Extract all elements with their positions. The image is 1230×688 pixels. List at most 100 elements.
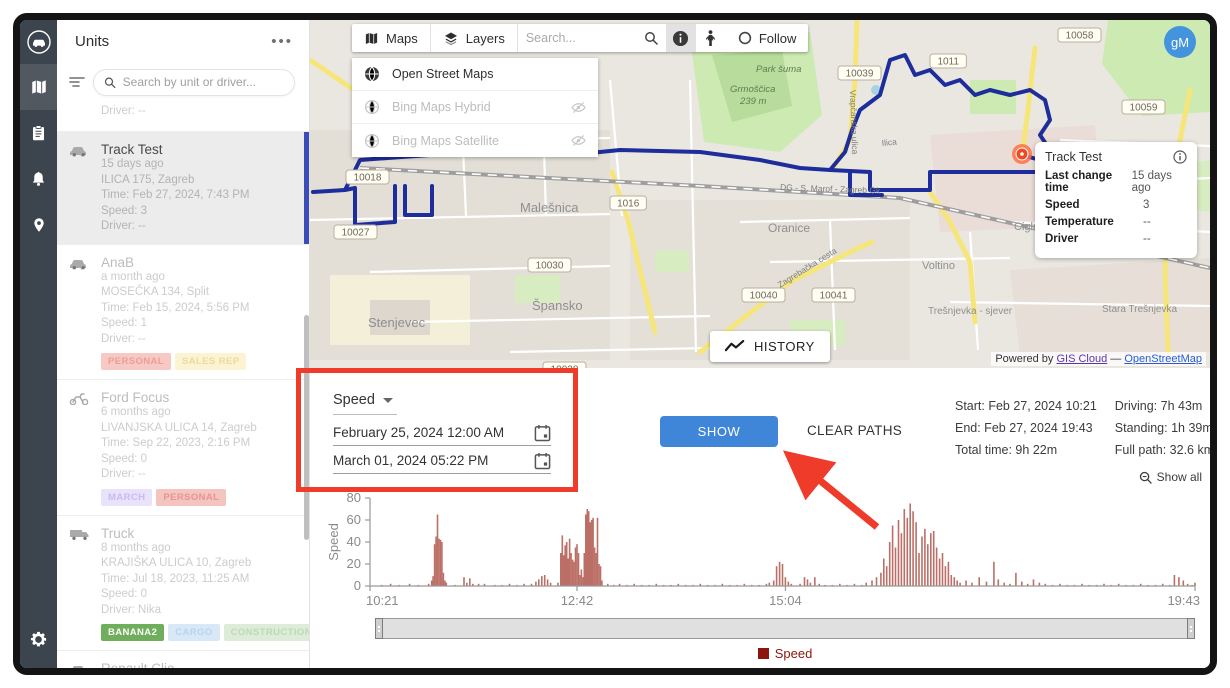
layers-menu-button[interactable]: Layers bbox=[431, 24, 517, 52]
car-icon bbox=[69, 144, 89, 162]
svg-text:10039: 10039 bbox=[846, 69, 874, 80]
unit-meta-line: Time: Jul 18, 2023, 11:25 AM bbox=[101, 572, 250, 585]
stat-start: Start: Feb 27, 2024 10:21 bbox=[955, 399, 1097, 413]
unit-meta-line: Speed: 0 bbox=[101, 588, 148, 600]
unit-name: AnaB bbox=[101, 254, 135, 270]
svg-text:20: 20 bbox=[347, 556, 361, 571]
info-circle-icon[interactable] bbox=[1173, 150, 1187, 164]
unit-tags: BANANA2 CARGO CONSTRUCTION bbox=[101, 624, 309, 641]
show-button[interactable]: SHOW bbox=[660, 416, 778, 447]
svg-text:1011: 1011 bbox=[937, 57, 959, 68]
history-chart-icon bbox=[725, 340, 745, 352]
svg-text:10:21: 10:21 bbox=[366, 593, 399, 608]
road-shield: 10039 bbox=[837, 65, 882, 81]
gis-cloud-link[interactable]: GIS Cloud bbox=[1056, 353, 1108, 365]
unit-list-item[interactable]: Truck 8 months ago KRAJIŠKA ULICA 10, Zagr… bbox=[57, 516, 309, 651]
svg-text:Trešnjevka - sjever: Trešnjevka - sjever bbox=[928, 306, 1013, 317]
metric-dropdown[interactable]: Speed bbox=[333, 392, 393, 408]
road-shield: 10058 bbox=[1057, 27, 1102, 43]
unit-meta-line: LIVANJSKA ULICA 14, Zagreb bbox=[101, 421, 257, 434]
legend-swatch bbox=[757, 648, 769, 659]
road-shield: 10027 bbox=[333, 224, 378, 240]
dropdown-item-bing-hybrid[interactable]: Bing Maps Hybrid bbox=[352, 91, 598, 124]
unit-meta-line: Time: Feb 15, 2024, 5:56 PM bbox=[101, 301, 250, 314]
unit-meta-line: Driver: -- bbox=[101, 468, 146, 480]
road-shield: 10059 bbox=[1121, 99, 1166, 115]
svg-text:Voltino: Voltino bbox=[922, 260, 955, 272]
chevron-down-icon bbox=[382, 397, 393, 403]
unit-tag: CONSTRUCTION bbox=[223, 624, 309, 641]
dropdown-item-osm[interactable]: Open Street Maps bbox=[352, 58, 598, 91]
selected-indicator bbox=[304, 132, 309, 244]
unit-list-item[interactable]: AnaB a month ago MOSEČKA 134, Split Time: F… bbox=[57, 245, 309, 380]
maps-menu-button[interactable]: Maps bbox=[352, 24, 430, 52]
visibility-off-icon[interactable] bbox=[571, 134, 586, 147]
units-search-input[interactable] bbox=[122, 75, 284, 89]
slider-handle-left[interactable] bbox=[375, 618, 383, 639]
units-list: Driver: -- Track Test 15 days ago ILICA 175… bbox=[57, 102, 309, 668]
search-icon bbox=[104, 77, 116, 88]
tooltip-title: Track Test bbox=[1045, 150, 1102, 164]
unit-list-item[interactable]: Track Test 15 days ago ILICA 175, Zagreb Ti… bbox=[57, 132, 309, 245]
car-icon bbox=[69, 257, 89, 275]
map-search-button[interactable] bbox=[636, 24, 666, 52]
rail-item-map[interactable] bbox=[20, 64, 57, 110]
unit-meta-line: MOSEČKA 134, Split bbox=[101, 286, 210, 298]
vehicle-logo-icon[interactable] bbox=[20, 20, 57, 64]
sort-icon[interactable] bbox=[69, 75, 85, 89]
date-from-field bbox=[333, 420, 551, 446]
date-to-input[interactable] bbox=[333, 453, 515, 468]
svg-text:10018: 10018 bbox=[354, 173, 382, 184]
time-range-slider[interactable] bbox=[375, 618, 1195, 639]
rail-item-tasks[interactable] bbox=[20, 110, 57, 156]
unit-name: Track Test bbox=[101, 142, 163, 157]
show-all-button[interactable]: Show all bbox=[1139, 470, 1202, 484]
calendar-icon[interactable] bbox=[534, 452, 551, 470]
street-view-button[interactable] bbox=[696, 24, 726, 52]
clear-paths-button[interactable]: CLEAR PATHS bbox=[807, 423, 903, 438]
calendar-icon[interactable] bbox=[534, 424, 551, 442]
unit-meta-line: Driver: Nika bbox=[101, 603, 162, 616]
layers-label: Layers bbox=[465, 30, 505, 46]
tooltip-row: Last change time 15 days ago bbox=[1045, 170, 1172, 194]
search-icon bbox=[644, 32, 658, 45]
history-button[interactable]: HISTORY bbox=[710, 331, 830, 362]
scooter-icon bbox=[69, 392, 89, 410]
user-avatar[interactable]: gM bbox=[1164, 26, 1196, 58]
unit-tag: SALES REP bbox=[174, 353, 247, 370]
visibility-off-icon[interactable] bbox=[571, 101, 586, 114]
unit-list-item[interactable]: Renault Clio6 months agoVUROVČICA 40, Za… bbox=[57, 651, 309, 668]
dropdown-label: Bing Maps Hybrid bbox=[392, 100, 491, 114]
unit-meta-line: 6 months ago bbox=[101, 406, 171, 418]
unit-tags: PERSONAL SALES REP bbox=[101, 353, 295, 370]
unit-tag: BANANA2 bbox=[101, 624, 165, 641]
stat-end: End: Feb 27, 2024 19:43 bbox=[955, 421, 1093, 435]
rail-item-settings[interactable] bbox=[20, 616, 57, 662]
follow-ring-icon bbox=[738, 31, 752, 45]
map-search-input[interactable] bbox=[525, 31, 628, 45]
svg-text:Grmoščica: Grmoščica bbox=[730, 84, 775, 95]
rail-item-places[interactable] bbox=[20, 202, 57, 248]
dropdown-label: Open Street Maps bbox=[392, 67, 494, 81]
info-icon bbox=[673, 30, 689, 46]
tooltip-row: Temperature -- bbox=[1045, 216, 1151, 228]
truck-icon bbox=[69, 528, 90, 546]
units-menu-icon[interactable]: ••• bbox=[271, 32, 293, 50]
openstreetmap-link[interactable]: OpenStreetMap bbox=[1124, 353, 1202, 365]
unit-list-item-partial[interactable]: Driver: -- bbox=[57, 102, 309, 132]
rail-item-alerts[interactable] bbox=[20, 156, 57, 202]
date-from-input[interactable] bbox=[333, 425, 515, 440]
unit-tag: PERSONAL bbox=[101, 353, 171, 370]
globe-icon bbox=[365, 66, 379, 82]
follow-toggle[interactable]: Follow bbox=[726, 24, 809, 52]
svg-text:10058: 10058 bbox=[1066, 31, 1094, 42]
dropdown-item-bing-satellite[interactable]: Bing Maps Satellite bbox=[352, 124, 598, 157]
map-canvas[interactable]: Malešnica Špansko Stenjevec Oranice Voltino T… bbox=[310, 20, 1210, 368]
units-scrollbar[interactable] bbox=[304, 315, 309, 540]
svg-text:Stara Trešnjevka: Stara Trešnjevka bbox=[1102, 304, 1177, 315]
slider-handle-right[interactable] bbox=[1187, 618, 1195, 639]
svg-text:10027: 10027 bbox=[342, 228, 370, 239]
unit-list-item[interactable]: Ford Focus 6 months ago LIVANJSKA ULICA 14… bbox=[57, 380, 309, 516]
info-toggle-button[interactable] bbox=[665, 24, 696, 52]
